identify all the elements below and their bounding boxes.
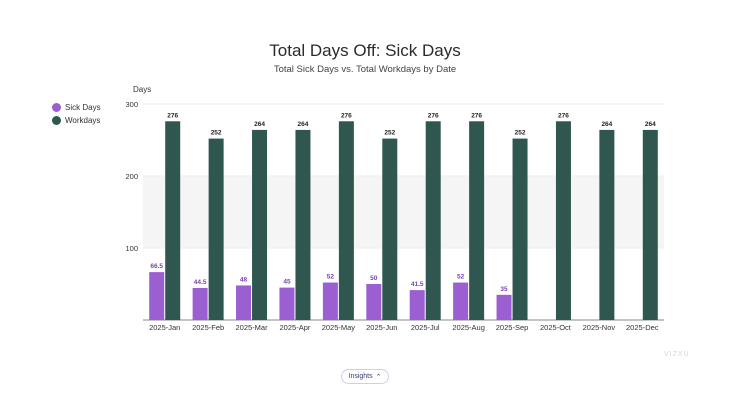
- data-label: 252: [384, 130, 395, 137]
- data-label: 252: [211, 130, 222, 137]
- legend-label: Workdays: [65, 116, 101, 125]
- data-label: 276: [341, 112, 352, 119]
- x-tick-label: 2025-Oct: [540, 323, 572, 332]
- x-tick-label: 2025-Nov: [583, 323, 616, 332]
- data-label: 276: [558, 112, 569, 119]
- legend-label: Sick Days: [65, 103, 101, 112]
- data-label: 44.5: [194, 279, 207, 286]
- x-tick-label: 2025-Jun: [366, 323, 397, 332]
- data-label: 264: [298, 121, 309, 128]
- legend-item-sick-days[interactable]: Sick Days: [52, 103, 101, 112]
- data-label: 276: [428, 112, 439, 119]
- data-label: 35: [500, 286, 508, 293]
- data-label: 66.5: [150, 263, 163, 270]
- bar-workdays: [338, 121, 354, 320]
- legend-item-workdays[interactable]: Workdays: [52, 116, 101, 125]
- x-tick-label: 2025-Dec: [626, 323, 659, 332]
- data-label: 52: [327, 274, 335, 281]
- bar-workdays: [382, 138, 398, 320]
- bar-workdays: [425, 121, 441, 320]
- data-label: 48: [240, 276, 248, 283]
- bar-workdays: [642, 129, 658, 320]
- bar-workdays: [555, 121, 571, 320]
- bar-workdays: [208, 138, 224, 320]
- y-tick-label: 300: [125, 100, 138, 109]
- x-tick-label: 2025-Sep: [496, 323, 529, 332]
- legend-swatch-sick-days: [52, 103, 61, 112]
- data-label: 276: [471, 112, 482, 119]
- data-label: 50: [370, 275, 378, 282]
- data-label: 264: [645, 121, 656, 128]
- bar-sick-days: [496, 294, 512, 320]
- x-tick-label: 2025-Jan: [149, 323, 180, 332]
- x-tick-label: 2025-Feb: [192, 323, 224, 332]
- insights-label: Insights: [348, 373, 373, 380]
- bar-sick-days: [236, 285, 252, 320]
- bar-sick-days: [453, 282, 469, 320]
- bar-workdays: [295, 129, 311, 320]
- y-axis-label: Days: [133, 85, 151, 94]
- bar-workdays: [165, 121, 181, 320]
- bar-workdays: [512, 138, 528, 320]
- data-label: 264: [601, 121, 612, 128]
- y-tick-label: 100: [125, 244, 138, 253]
- bar-workdays: [469, 121, 485, 320]
- x-tick-label: 2025-Jul: [411, 323, 440, 332]
- bar-sick-days: [279, 287, 295, 320]
- bar-workdays: [599, 129, 615, 320]
- data-label: 45: [283, 279, 291, 286]
- watermark: VIZXU: [664, 351, 690, 358]
- x-tick-label: 2025-May: [322, 323, 356, 332]
- data-label: 52: [457, 274, 465, 281]
- chart-title: Total Days Off: Sick Days: [269, 41, 461, 60]
- x-tick-label: 2025-Aug: [452, 323, 485, 332]
- data-label: 264: [254, 121, 265, 128]
- bar-sick-days: [409, 290, 425, 320]
- legend: Sick Days Workdays: [52, 103, 101, 129]
- bar-sick-days: [366, 284, 382, 320]
- insights-button[interactable]: Insights ⌃: [341, 369, 389, 384]
- data-label: 276: [167, 112, 178, 119]
- y-tick-label: 200: [125, 172, 138, 181]
- chevron-up-icon: ⌃: [375, 373, 382, 381]
- bar-sick-days: [322, 282, 338, 320]
- bar-workdays: [252, 129, 268, 320]
- bar-sick-days: [192, 287, 208, 320]
- legend-swatch-workdays: [52, 116, 61, 125]
- bar-sick-days: [149, 272, 165, 320]
- grid-band: [143, 176, 664, 248]
- data-label: 41.5: [411, 281, 424, 288]
- data-label: 252: [515, 130, 526, 137]
- chart-subtitle: Total Sick Days vs. Total Workdays by Da…: [273, 64, 457, 75]
- x-tick-label: 2025-Mar: [235, 323, 268, 332]
- x-tick-label: 2025-Apr: [280, 323, 311, 332]
